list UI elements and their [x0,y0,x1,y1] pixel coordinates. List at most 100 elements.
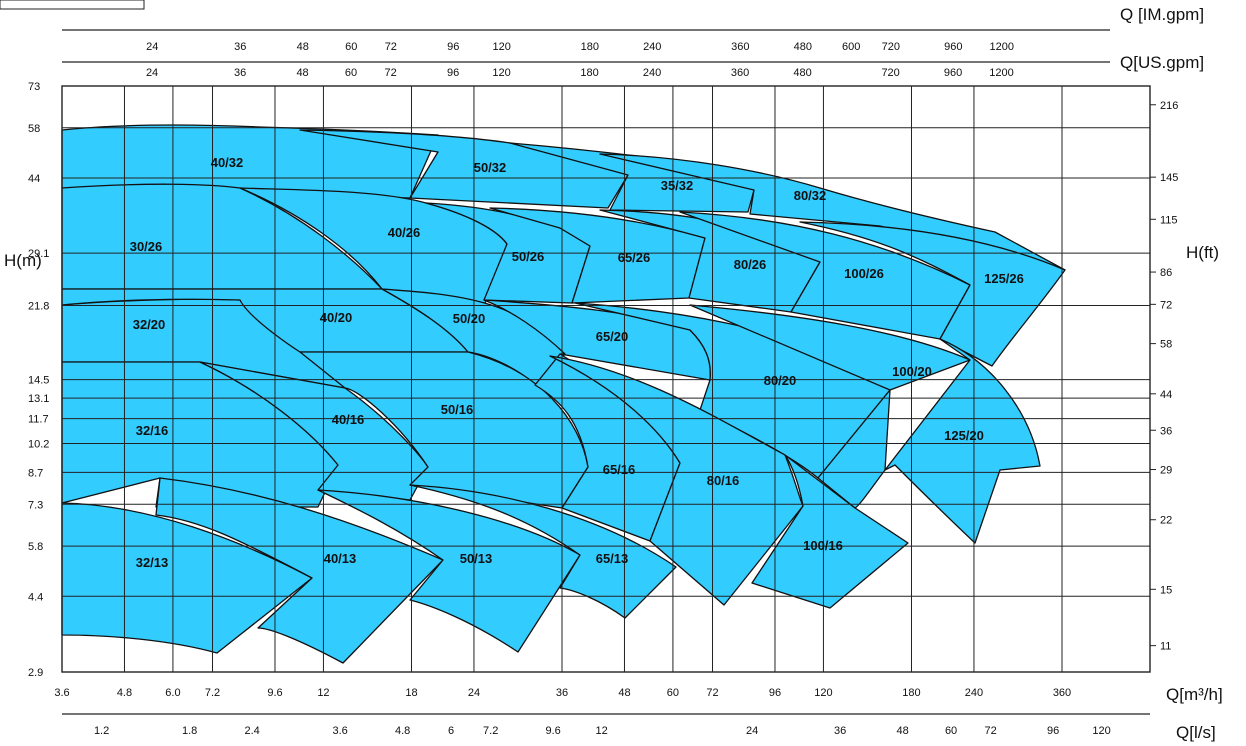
y-tick-label-m: 2.9 [28,667,43,679]
x-tick-label-usgpm: 180 [580,67,598,79]
x-tick-label-usgpm: 48 [296,67,308,79]
y-tick-label-m: 10.2 [28,439,49,451]
x-tick-label-imgpm: 1200 [989,41,1013,53]
region-label: 65/26 [618,250,651,265]
y-tick-label-ft: 72 [1160,299,1172,311]
x-tick-label-ls: 48 [896,725,908,737]
region-label: 32/20 [133,317,166,332]
x-tick-label-m3h: 72 [706,687,718,699]
x-axis-label-m3h: Q[m³/h] [1166,685,1223,704]
top-axis-label-usgpm: Q[US.gpm] [1120,53,1204,72]
y-axis-label-m: H(m) [4,251,42,270]
y-tick-label-m: 4.4 [28,591,43,603]
region-label: 125/20 [944,428,984,443]
y-tick-label-ft: 29 [1160,465,1172,477]
region-label: 50/16 [441,402,474,417]
x-tick-label-usgpm: 36 [234,67,246,79]
y-tick-label-m: 14.5 [28,375,49,387]
region-label: 30/26 [130,239,163,254]
region-label: 32/16 [136,423,169,438]
y-tick-label-ft: 15 [1160,584,1172,596]
x-tick-label-m3h: 96 [769,687,781,699]
x-tick-label-m3h: 7.2 [205,687,220,699]
x-tick-label-imgpm: 960 [944,41,962,53]
x-tick-label-m3h: 24 [468,687,480,699]
x-tick-label-usgpm: 24 [146,67,158,79]
x-tick-label-m3h: 48 [618,687,630,699]
region-label: 100/16 [803,538,843,553]
region-50-13 [317,489,581,653]
x-tick-label-imgpm: 600 [842,41,860,53]
x-tick-label-usgpm: 360 [731,67,749,79]
x-tick-label-ls: 36 [834,725,846,737]
y-tick-label-ft: 11 [1160,641,1171,653]
x-tick-label-usgpm: 96 [447,67,459,79]
region-label: 100/26 [844,266,884,281]
x-tick-label-imgpm: 24 [146,41,158,53]
x-tick-label-imgpm: 360 [731,41,749,53]
y-tick-label-ft: 216 [1160,100,1178,112]
x-tick-label-m3h: 4.8 [117,687,132,699]
y-tick-label-m: 11.7 [28,414,49,426]
region-40-13 [155,477,444,664]
x-tick-label-imgpm: 240 [643,41,661,53]
x-tick-label-imgpm: 96 [447,41,459,53]
x-tick-label-m3h: 9.6 [267,687,282,699]
y-tick-label-m: 5.8 [28,541,43,553]
x-tick-label-imgpm: 180 [581,41,599,53]
region-label: 40/13 [324,551,357,566]
x-tick-label-usgpm: 72 [384,67,396,79]
region-label: 32/13 [136,555,169,570]
x-tick-label-usgpm: 720 [881,67,899,79]
y-tick-label-m: 73 [28,81,40,93]
region-label: 80/16 [707,473,740,488]
y-tick-label-m: 7.3 [28,499,43,511]
x-tick-label-imgpm: 480 [794,41,812,53]
x-tick-label-m3h: 120 [814,687,832,699]
x-tick-label-usgpm: 120 [492,67,510,79]
y-tick-label-ft: 44 [1160,389,1172,401]
x-tick-label-ls: 6 [448,725,454,737]
region-labels: 40/32 50/32 35/32 80/32 30/26 40/26 50/26 65/26… [130,155,1024,570]
x-tick-label-imgpm: 120 [493,41,511,53]
x-tick-label-imgpm: 36 [234,41,246,53]
x-tick-label-ls: 3.6 [333,725,348,737]
y-tick-label-m: 13.1 [28,393,49,405]
y-tick-label-m: 58 [28,123,40,135]
x-tick-label-usgpm: 480 [793,67,811,79]
x-tick-label-imgpm: 720 [882,41,900,53]
x-tick-label-m3h: 360 [1053,687,1071,699]
region-65-13 [409,484,677,619]
y-tick-label-m: 44 [28,173,40,185]
y-tick-label-ft: 86 [1160,267,1172,279]
x-tick-label-ls: 96 [1047,725,1059,737]
x-tick-label-m3h: 180 [902,687,920,699]
x-tick-label-m3h: 240 [965,687,983,699]
y-tick-label-ft: 36 [1160,425,1172,437]
x-tick-label-m3h: 18 [405,687,417,699]
region-100-16 [751,454,909,609]
axes: 73 58 44 29.1 21.8 14.5 13.1 11.7 10.2 8.7 7.3 5.8 4… [4,5,1223,742]
region-label: 65/16 [603,462,636,477]
region-label: 65/13 [596,551,629,566]
region-label: 40/26 [388,225,421,240]
region-label: 100/20 [892,364,932,379]
y-tick-label-m: 8.7 [28,467,43,479]
region-label: 65/20 [596,329,629,344]
y-tick-label-ft: 58 [1160,339,1172,351]
region-label: 50/32 [474,160,507,175]
region-label: 40/20 [320,310,353,325]
region-65-26 [489,207,706,304]
x-tick-label-ls: 4.8 [395,725,410,737]
region-label: 50/20 [453,311,486,326]
y-tick-label-ft: 145 [1160,172,1178,184]
region-label: 35/32 [661,178,694,193]
top-axis-label-imgpm: Q [IM.gpm] [1120,5,1204,24]
x-tick-label-ls: 7.2 [483,725,498,737]
x-tick-label-ls: 2.4 [244,725,259,737]
x-tick-label-usgpm: 1200 [989,67,1013,79]
x-tick-label-ls: 12 [595,725,607,737]
x-tick-label-ls: 72 [985,725,997,737]
x-tick-label-usgpm: 60 [345,67,357,79]
region-80-16 [549,355,804,606]
